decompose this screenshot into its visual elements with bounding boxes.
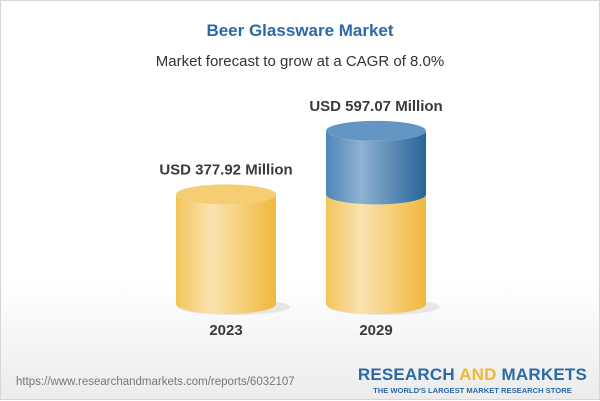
cylinder-top-2029 (326, 120, 426, 141)
research-and-markets-logo: RESEARCH AND MARKETS THE WORLD'S LARGEST… (357, 365, 587, 395)
category-label: 2023 (209, 322, 242, 339)
cylinder-base-2029 (326, 194, 426, 314)
source-url[interactable]: https://www.researchandmarkets.com/repor… (16, 376, 295, 388)
chart-subtitle: Market forecast to grow at a CAGR of 8.0… (155, 53, 445, 70)
chart-title: Beer Glassware Market (206, 21, 394, 40)
cylinder-growth-2029 (326, 130, 426, 205)
category-label: 2029 (359, 322, 392, 339)
cylinder-base-2023 (176, 194, 276, 314)
data-label: USD 597.07 Million (309, 98, 442, 115)
cylinder-top-2023 (176, 184, 276, 205)
data-label: USD 377.92 Million (159, 161, 292, 178)
